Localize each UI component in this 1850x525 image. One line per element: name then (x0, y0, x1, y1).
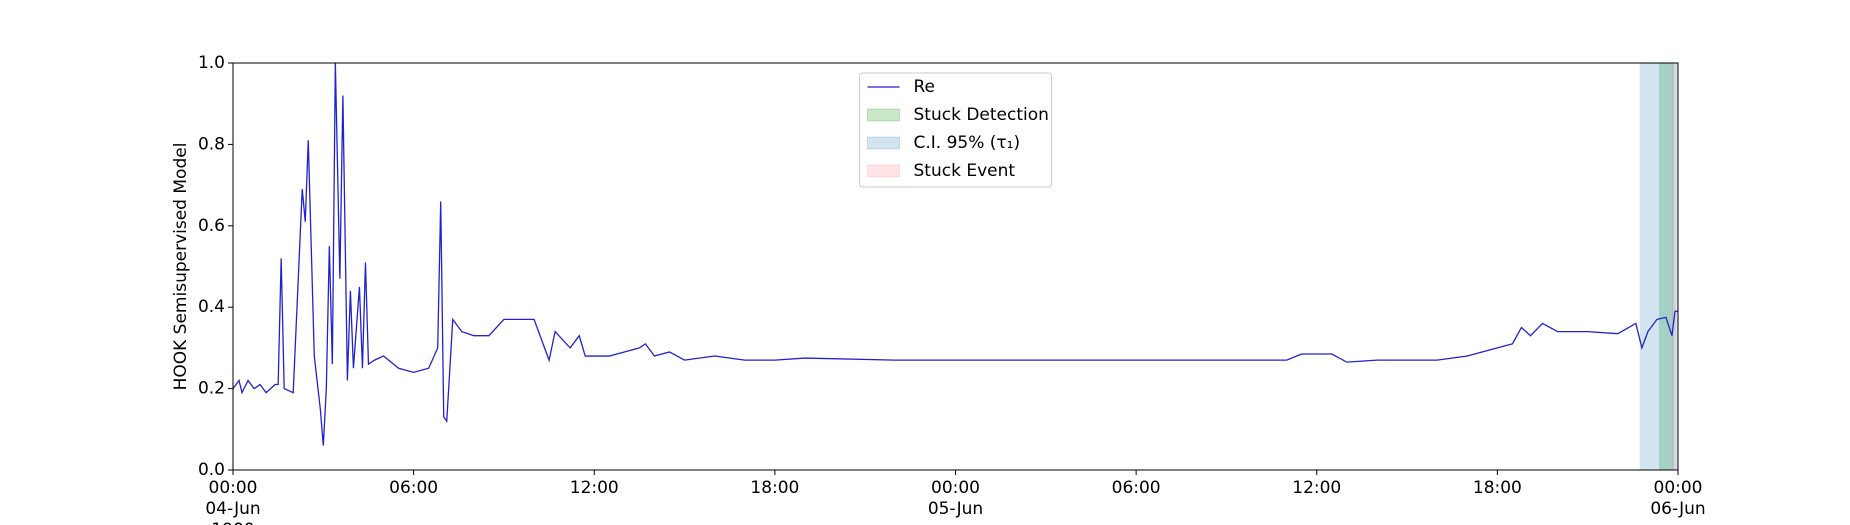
x-tick-label: 06:00 (389, 478, 439, 498)
x-tick-label: 00:00 05-Jun (927, 478, 984, 519)
x-tick-label: 12:00 (569, 478, 619, 498)
legend-label: C.I. 95% (τ₁) (914, 133, 1021, 153)
x-tick-label: 06:00 (1111, 478, 1161, 498)
legend-swatch (867, 108, 900, 122)
y-tick-label: 0.8 (198, 134, 225, 154)
x-tick-label: 18:00 (1472, 478, 1522, 498)
span (1639, 63, 1678, 470)
legend-label: Stuck Detection (914, 105, 1049, 125)
legend: Re Stuck Detection C.I. 95% (τ₁) Stuck Even… (859, 72, 1052, 188)
y-tick-label: 1.0 (198, 53, 225, 73)
span (1671, 63, 1676, 470)
x-tick-label: 18:00 (750, 478, 800, 498)
legend-frame (859, 72, 1052, 188)
y-tick-label: 0.2 (198, 379, 225, 399)
y-tick-label: 0.6 (198, 216, 225, 236)
x-tick-label: 12:00 (1292, 478, 1342, 498)
y-axis-label: HOOK Semisupervised Model (171, 143, 191, 391)
legend-swatch (867, 136, 900, 150)
span (1659, 63, 1674, 470)
legend-swatch (867, 164, 900, 178)
y-tick-label: 0.4 (198, 297, 225, 317)
x-tick-label: 00:00 04-Jun 1900 (205, 478, 261, 525)
legend-label: Stuck Event (914, 161, 1016, 181)
legend-label: Re (914, 77, 936, 97)
y-tick-label: 0.0 (198, 460, 225, 480)
data-line (232, 62, 1678, 446)
x-tick-label: 00:00 06-Jun (1650, 478, 1706, 519)
